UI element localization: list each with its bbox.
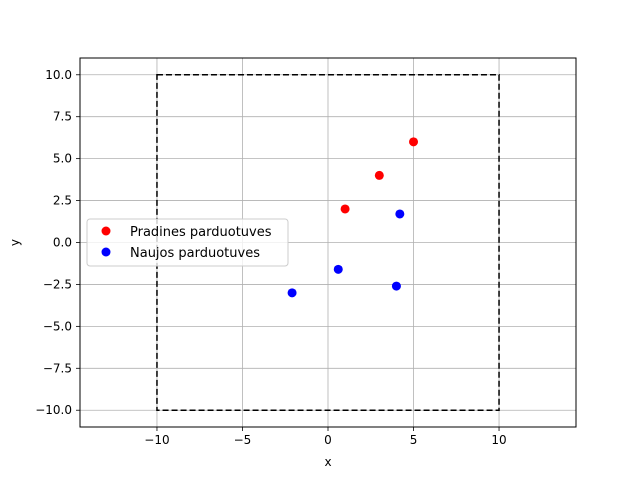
x-axis-label: x: [324, 455, 331, 469]
x-tick-label: 10: [491, 433, 506, 447]
boundary-rect: [156, 74, 500, 411]
legend-marker-pradines: [101, 226, 111, 236]
y-axis-label: y: [8, 239, 22, 246]
data-point-series-0: [340, 204, 350, 214]
y-tick-label: 2.5: [53, 194, 72, 208]
y-tick-label: −7.5: [43, 361, 72, 375]
legend-box: [86, 218, 289, 267]
data-point-series-1: [333, 264, 343, 274]
legend: Pradines parduotuves Naujos parduotuves: [86, 218, 289, 267]
y-tick-label: 0.0: [53, 236, 72, 250]
y-tick-label: −2.5: [43, 277, 72, 291]
data-point-series-1: [391, 281, 401, 291]
y-tick-label: −5.0: [43, 319, 72, 333]
x-axis-ticks: −10 −5 0 5 10: [144, 427, 507, 447]
data-point-series-1: [287, 288, 297, 298]
y-axis-ticks: −10.0 −7.5 −5.0 −2.5 0.0 2.5 5.0 7.5 10.0: [35, 68, 80, 417]
legend-entry-pradines: Pradines parduotuves: [130, 225, 272, 240]
data-point-series-1: [395, 209, 405, 219]
y-tick-label: 5.0: [53, 152, 72, 166]
x-tick-label: 0: [324, 433, 332, 447]
x-tick-label: −10: [144, 433, 169, 447]
y-tick-label: −10.0: [35, 403, 72, 417]
y-tick-label: 7.5: [53, 110, 72, 124]
data-points: [287, 137, 419, 298]
legend-marker-naujos: [101, 247, 111, 257]
x-tick-label: 5: [410, 433, 418, 447]
y-tick-label: 10.0: [45, 68, 72, 82]
boundary-box: [156, 74, 500, 411]
data-point-series-0: [374, 170, 384, 180]
legend-entry-naujos: Naujos parduotuves: [130, 246, 260, 261]
x-tick-label: −5: [234, 433, 252, 447]
data-point-series-0: [409, 137, 419, 147]
